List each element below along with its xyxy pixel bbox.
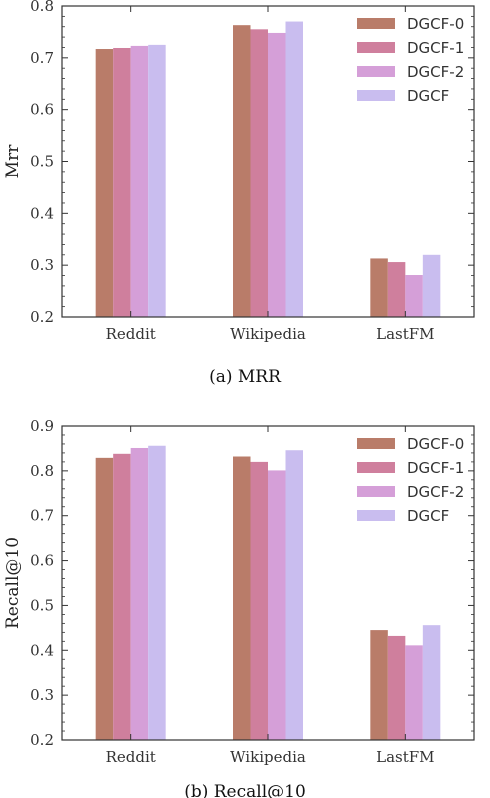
y-tick-label: 0.6 <box>30 101 54 119</box>
x-tick-label: Reddit <box>106 748 156 766</box>
bar-dgcf-1-lastfm <box>387 635 406 740</box>
figure-caption: (b) Recall@10 <box>184 782 306 798</box>
legend-swatch-dgcf-1 <box>357 42 395 53</box>
bar-dgcf-2-wikipedia <box>268 470 286 740</box>
bar-dgcf-1-reddit <box>113 47 131 318</box>
legend-swatch-dgcf-0 <box>357 18 395 29</box>
bar-dgcf-0-wikipedia <box>233 456 251 740</box>
legend-label-dgcf-1: DGCF-1 <box>407 39 464 57</box>
y-tick-label: 0.2 <box>30 731 54 749</box>
bar-dgcf-lastfm <box>422 625 441 740</box>
bar-dgcf-2-lastfm <box>405 275 423 317</box>
legend-swatch-dgcf <box>357 90 395 101</box>
bar-dgcf-lastfm <box>422 254 441 317</box>
x-tick-label: LastFM <box>376 325 434 343</box>
bar-dgcf-1-wikipedia <box>250 461 268 740</box>
y-axis-label: Mrr <box>3 144 23 179</box>
legend-label-dgcf-2: DGCF-2 <box>407 63 464 81</box>
figure-caption: (a) MRR <box>209 367 282 387</box>
y-tick-label: 0.5 <box>30 596 54 614</box>
y-tick-label: 0.6 <box>30 552 54 570</box>
chart-panel-1: 0.2 0.3 0.4 0.5 0.6 0.7 0.8 0.9 Reddit Wikipedia L… <box>3 417 475 798</box>
y-tick-label: 0.2 <box>30 308 54 326</box>
bar-dgcf-1-wikipedia <box>250 29 268 318</box>
bar-dgcf-1-lastfm <box>387 262 406 317</box>
x-tick-label: Wikipedia <box>230 748 306 766</box>
y-tick-label: 0.4 <box>30 641 54 659</box>
x-tick-label: Wikipedia <box>230 325 306 343</box>
bar-dgcf-2-reddit <box>130 447 149 740</box>
legend-label-dgcf: DGCF <box>407 507 449 525</box>
legend-swatch-dgcf-2 <box>357 486 395 497</box>
legend-swatch-dgcf-2 <box>357 66 395 77</box>
chart-panel-0: 0.2 0.3 0.4 0.5 0.6 0.7 0.8 Reddit Wikipedia Last… <box>3 0 475 387</box>
y-tick-label: 0.3 <box>30 686 54 704</box>
legend-swatch-dgcf-0 <box>357 438 395 449</box>
legend-label-dgcf-0: DGCF-0 <box>407 435 464 453</box>
y-tick-label: 0.8 <box>30 462 54 480</box>
bar-dgcf-0-lastfm <box>370 630 388 740</box>
legend-swatch-dgcf <box>357 510 395 521</box>
legend-swatch-dgcf-1 <box>357 462 395 473</box>
y-tick-label: 0.8 <box>30 0 54 15</box>
y-tick-label: 0.9 <box>30 417 54 435</box>
legend-label-dgcf-1: DGCF-1 <box>407 459 464 477</box>
bar-dgcf-reddit <box>148 445 166 740</box>
bar-dgcf-0-wikipedia <box>233 25 251 318</box>
legend-label-dgcf: DGCF <box>407 87 449 105</box>
y-tick-label: 0.5 <box>30 153 54 171</box>
bar-dgcf-2-reddit <box>130 45 149 317</box>
bar-dgcf-2-lastfm <box>405 645 423 740</box>
y-tick-label: 0.7 <box>30 507 54 525</box>
x-tick-label: Reddit <box>106 325 156 343</box>
y-tick-label: 0.7 <box>30 49 54 67</box>
x-tick-label: LastFM <box>376 748 434 766</box>
y-tick-label: 0.4 <box>30 204 54 222</box>
y-axis-label: Recall@10 <box>3 537 23 629</box>
y-tick-label: 0.3 <box>30 256 54 274</box>
legend-label-dgcf-2: DGCF-2 <box>407 483 464 501</box>
bar-dgcf-0-reddit <box>95 49 114 318</box>
bar-dgcf-wikipedia <box>285 21 303 318</box>
bar-dgcf-1-reddit <box>113 453 131 740</box>
legend-label-dgcf-0: DGCF-0 <box>407 15 464 33</box>
bar-dgcf-0-reddit <box>95 457 114 740</box>
bar-dgcf-2-wikipedia <box>268 32 286 317</box>
bar-dgcf-reddit <box>148 44 166 317</box>
bar-dgcf-0-lastfm <box>370 258 388 317</box>
bar-dgcf-wikipedia <box>285 450 303 740</box>
